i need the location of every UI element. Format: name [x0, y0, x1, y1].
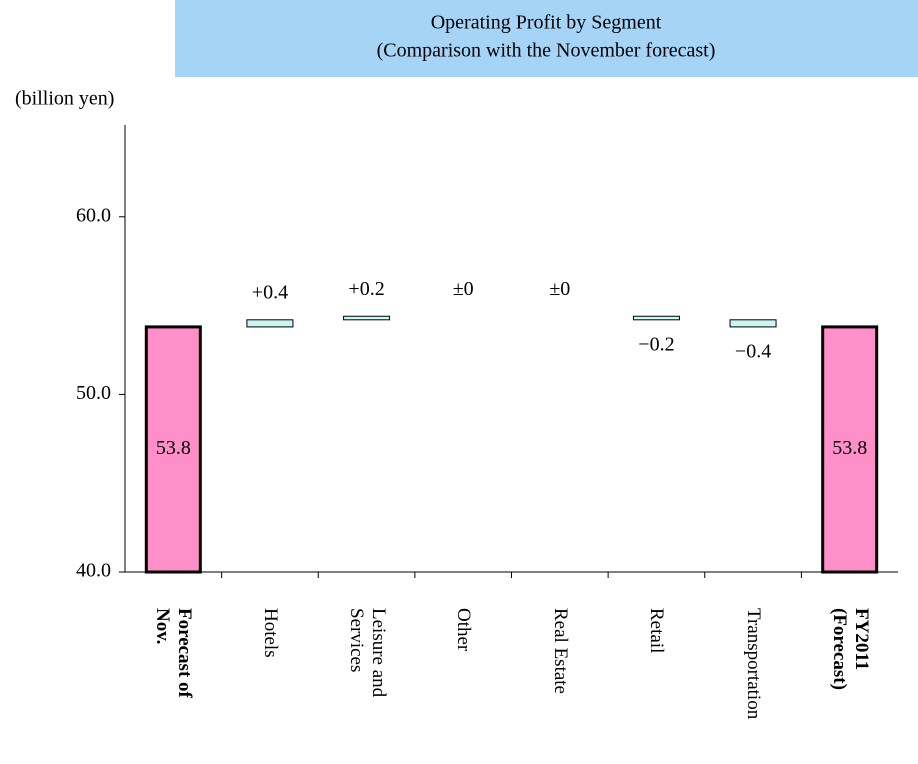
y-axis-label: (billion yen)	[15, 88, 114, 110]
total-bar	[821, 325, 879, 574]
value-label: 53.8	[156, 437, 191, 459]
y-tick-label: 60.0	[76, 204, 111, 226]
x-tick-label: Other	[453, 608, 475, 652]
value-label: −0.4	[735, 341, 771, 363]
value-label: ±0	[549, 278, 570, 300]
y-tick-label: 50.0	[76, 382, 111, 404]
x-tick-label: FY2011 (Forecast)	[828, 608, 872, 690]
x-tick-label: Real Estate	[549, 608, 571, 694]
x-tick-label: Hotels	[259, 608, 281, 658]
chart-title: Operating Profit by Segment	[431, 12, 662, 34]
x-tick-label: Forecast of Nov.	[152, 608, 196, 698]
value-label: +0.2	[348, 278, 384, 300]
x-tick-label: Transportation	[743, 608, 765, 720]
value-label: +0.4	[252, 281, 288, 303]
x-tick-label: Retail	[646, 608, 668, 654]
value-label: 53.8	[832, 437, 867, 459]
chart-subtitle: (Comparison with the November forecast)	[377, 40, 716, 62]
delta-bar	[729, 319, 777, 328]
value-label: −0.2	[638, 333, 674, 355]
total-bar	[144, 325, 202, 574]
title-box	[175, 0, 918, 77]
delta-bar	[343, 315, 391, 321]
delta-bar	[632, 315, 680, 321]
value-label: ±0	[453, 278, 474, 300]
delta-bar	[246, 319, 294, 328]
y-tick-label: 40.0	[76, 560, 111, 582]
x-tick-label: Leisure and Services	[345, 608, 389, 698]
